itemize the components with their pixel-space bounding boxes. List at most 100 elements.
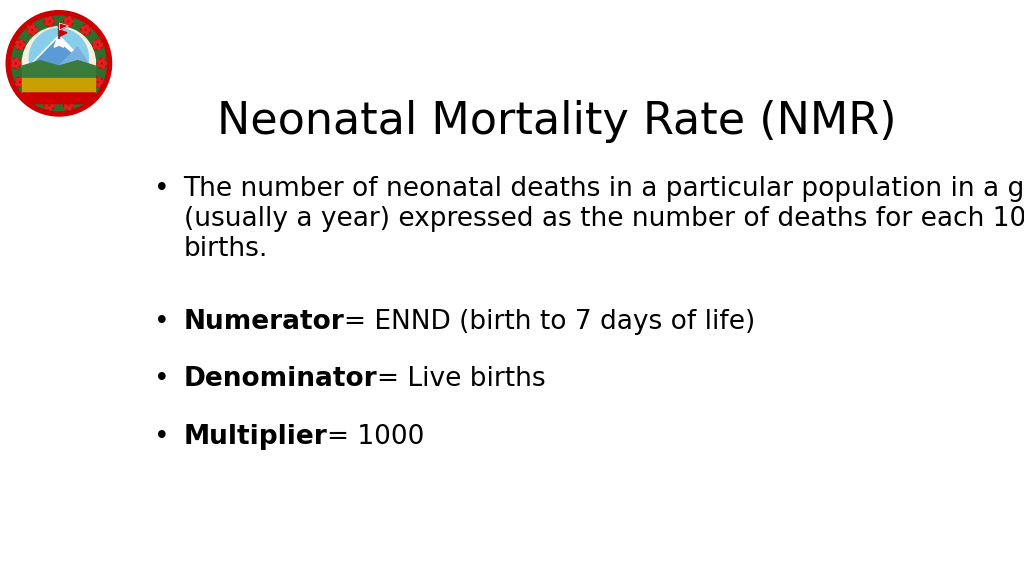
Circle shape xyxy=(93,45,96,48)
Circle shape xyxy=(97,59,106,68)
Circle shape xyxy=(68,101,71,104)
Circle shape xyxy=(19,46,23,50)
Circle shape xyxy=(44,17,54,26)
Circle shape xyxy=(85,98,88,102)
Polygon shape xyxy=(59,23,69,30)
Circle shape xyxy=(6,11,112,116)
Circle shape xyxy=(28,93,31,97)
Text: •: • xyxy=(154,176,169,202)
Text: Numerator: Numerator xyxy=(183,309,344,335)
Circle shape xyxy=(45,102,48,105)
Circle shape xyxy=(101,59,104,62)
Circle shape xyxy=(81,92,90,102)
Circle shape xyxy=(15,59,18,62)
Circle shape xyxy=(51,104,54,107)
Circle shape xyxy=(28,26,31,29)
Polygon shape xyxy=(58,47,90,66)
Circle shape xyxy=(28,30,31,33)
Circle shape xyxy=(99,43,102,46)
Polygon shape xyxy=(23,93,95,104)
Circle shape xyxy=(65,105,68,109)
Circle shape xyxy=(49,101,52,104)
Text: = ENND (birth to 7 days of life): = ENND (birth to 7 days of life) xyxy=(344,309,756,335)
Circle shape xyxy=(65,102,68,105)
Circle shape xyxy=(16,82,19,85)
Circle shape xyxy=(11,63,15,67)
Circle shape xyxy=(49,107,52,110)
Polygon shape xyxy=(31,41,87,66)
Circle shape xyxy=(97,84,100,87)
Circle shape xyxy=(34,28,37,31)
Polygon shape xyxy=(59,30,67,36)
Circle shape xyxy=(28,25,37,35)
Circle shape xyxy=(97,40,100,43)
Circle shape xyxy=(15,65,18,68)
Circle shape xyxy=(16,45,19,48)
Circle shape xyxy=(65,18,68,21)
Circle shape xyxy=(87,28,90,31)
Polygon shape xyxy=(54,35,63,47)
Text: Neonatal Mortality Rate (NMR): Neonatal Mortality Rate (NMR) xyxy=(217,100,896,143)
Circle shape xyxy=(19,84,23,87)
Text: Multiplier: Multiplier xyxy=(183,424,328,450)
Circle shape xyxy=(101,65,104,68)
Circle shape xyxy=(70,104,74,107)
Circle shape xyxy=(93,41,96,44)
Circle shape xyxy=(11,60,15,63)
Text: = 1000: = 1000 xyxy=(328,424,425,450)
Circle shape xyxy=(16,78,19,82)
Circle shape xyxy=(11,59,20,68)
Circle shape xyxy=(44,100,54,110)
Circle shape xyxy=(82,97,85,100)
Circle shape xyxy=(85,31,88,35)
Polygon shape xyxy=(58,23,59,37)
Circle shape xyxy=(28,92,37,102)
Circle shape xyxy=(97,60,101,63)
Circle shape xyxy=(49,17,52,20)
Circle shape xyxy=(32,31,35,35)
Circle shape xyxy=(87,96,90,98)
Circle shape xyxy=(23,27,95,100)
Polygon shape xyxy=(30,35,88,66)
Circle shape xyxy=(45,105,48,109)
Circle shape xyxy=(32,92,35,96)
Text: •: • xyxy=(154,424,169,450)
Circle shape xyxy=(97,63,101,67)
Circle shape xyxy=(22,43,25,46)
Text: Denominator: Denominator xyxy=(183,366,377,392)
Circle shape xyxy=(63,17,74,26)
Circle shape xyxy=(85,92,88,96)
Circle shape xyxy=(15,40,25,50)
Circle shape xyxy=(82,30,85,33)
Circle shape xyxy=(85,25,88,28)
Circle shape xyxy=(97,46,100,50)
Text: •: • xyxy=(154,309,169,335)
Circle shape xyxy=(45,18,48,21)
Circle shape xyxy=(28,97,31,100)
Circle shape xyxy=(93,78,96,82)
Circle shape xyxy=(93,82,96,85)
Circle shape xyxy=(51,20,54,23)
Circle shape xyxy=(15,77,25,87)
Circle shape xyxy=(16,41,19,44)
Circle shape xyxy=(34,96,37,98)
Circle shape xyxy=(99,81,102,84)
Circle shape xyxy=(81,25,90,35)
Circle shape xyxy=(93,77,102,87)
Circle shape xyxy=(97,77,100,81)
Circle shape xyxy=(17,62,20,65)
Circle shape xyxy=(22,81,25,84)
Circle shape xyxy=(93,40,102,50)
Circle shape xyxy=(103,62,106,65)
Circle shape xyxy=(19,77,23,81)
Circle shape xyxy=(68,107,71,110)
Text: •: • xyxy=(154,366,169,392)
Circle shape xyxy=(30,28,88,88)
Text: = Live births: = Live births xyxy=(377,366,546,392)
Circle shape xyxy=(11,16,106,111)
Polygon shape xyxy=(23,78,95,93)
Circle shape xyxy=(49,23,52,26)
Circle shape xyxy=(82,26,85,29)
Circle shape xyxy=(63,100,74,110)
Circle shape xyxy=(68,23,71,26)
